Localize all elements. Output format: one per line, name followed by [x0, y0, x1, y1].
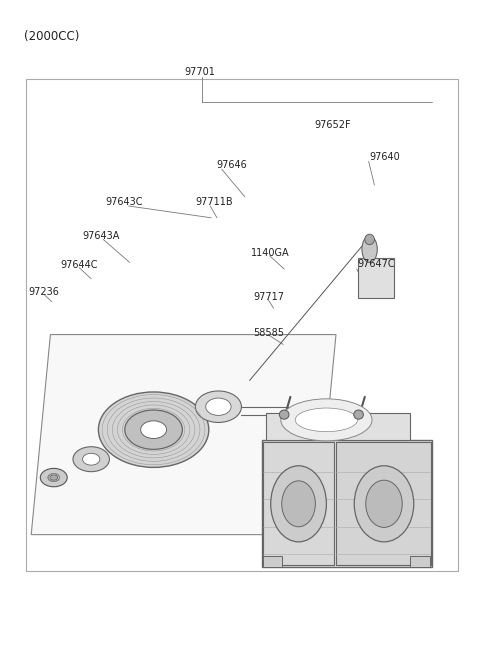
Text: 58585: 58585 — [253, 327, 284, 338]
Text: (2000CC): (2000CC) — [24, 30, 79, 43]
Bar — [263, 556, 282, 567]
Ellipse shape — [362, 236, 377, 262]
Ellipse shape — [366, 480, 402, 527]
Bar — [358, 258, 394, 298]
Text: 97711B: 97711B — [196, 197, 233, 207]
Bar — [263, 442, 334, 565]
Text: 97652F: 97652F — [314, 119, 351, 130]
Ellipse shape — [281, 399, 372, 441]
Text: 97643C: 97643C — [106, 197, 143, 207]
Text: 97717: 97717 — [253, 291, 284, 302]
Text: 97236: 97236 — [29, 287, 60, 297]
Text: 97646: 97646 — [216, 160, 247, 171]
Bar — [410, 556, 430, 567]
Ellipse shape — [141, 421, 167, 438]
Ellipse shape — [354, 410, 363, 419]
Text: 1140GA: 1140GA — [251, 247, 289, 258]
Ellipse shape — [354, 466, 414, 542]
Text: 97701: 97701 — [185, 67, 216, 77]
Ellipse shape — [98, 392, 209, 467]
Ellipse shape — [40, 468, 67, 487]
Bar — [266, 413, 410, 440]
Text: 97643A: 97643A — [83, 231, 120, 241]
Bar — [26, 79, 458, 571]
Text: 97640: 97640 — [370, 152, 400, 163]
Text: 97647C: 97647C — [358, 259, 395, 270]
Ellipse shape — [295, 408, 358, 432]
Ellipse shape — [73, 447, 109, 472]
Ellipse shape — [271, 466, 326, 542]
Polygon shape — [31, 335, 336, 535]
Ellipse shape — [206, 398, 231, 415]
Ellipse shape — [83, 453, 100, 465]
Ellipse shape — [125, 410, 182, 449]
Ellipse shape — [282, 481, 315, 527]
Bar — [262, 440, 432, 567]
Ellipse shape — [50, 475, 58, 480]
Text: 97644C: 97644C — [60, 260, 97, 270]
Ellipse shape — [365, 234, 374, 245]
Bar — [336, 442, 431, 565]
Ellipse shape — [279, 410, 289, 419]
Ellipse shape — [195, 391, 241, 422]
